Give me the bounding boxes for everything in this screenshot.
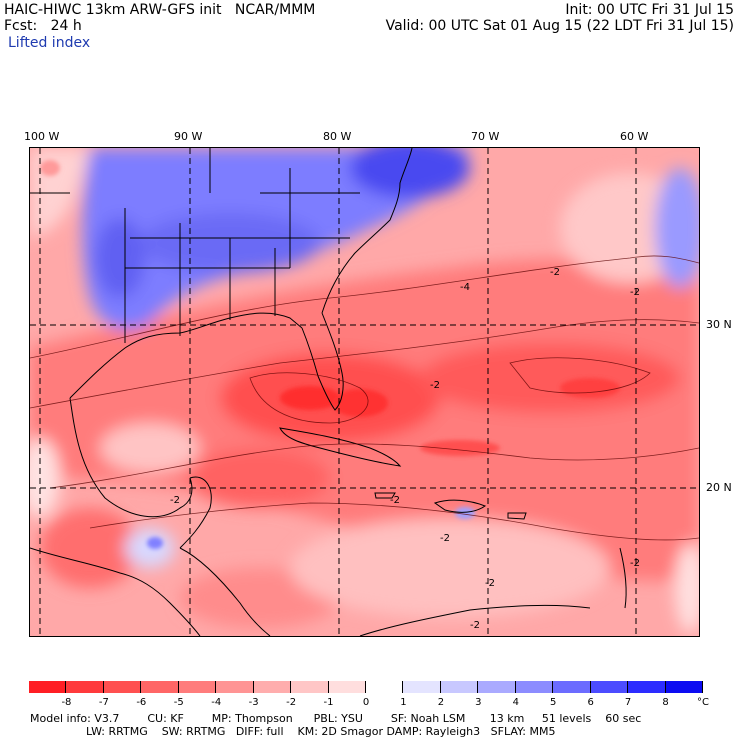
colorbar xyxy=(29,681,703,693)
colorbar-cell xyxy=(103,681,142,693)
forecast-hour: Fcst: 24 h xyxy=(4,18,82,34)
colorbar-tick-label: -7 xyxy=(98,697,109,708)
lon-label-60w: 60 W xyxy=(620,130,649,143)
lat-label-20n: 20 N xyxy=(706,481,732,494)
lat-label-30n: 30 N xyxy=(706,318,732,331)
latlon-grid xyxy=(30,148,699,636)
init-time: Init: 00 UTC Fri 31 Jul 15 xyxy=(565,2,734,18)
contour-label: -2 xyxy=(485,578,495,589)
field-shading xyxy=(30,148,699,633)
colorbar-cell xyxy=(66,681,104,693)
colorbar-tick-label: -2 xyxy=(286,697,297,708)
colorbar-tick-label: -1 xyxy=(323,697,334,708)
colorbar-cell xyxy=(291,681,329,693)
colorbar-unit: °C xyxy=(697,697,709,708)
colorbar-tick-label: 5 xyxy=(550,697,557,708)
contour-label: -2 xyxy=(630,558,640,569)
contour-label: -2 xyxy=(550,267,560,278)
colorbar-tick-label: -8 xyxy=(61,697,72,708)
colorbar-cell xyxy=(141,681,179,693)
model-info-line2: LW: RRTMG SW: RRTMG DIFF: full KM: 2D Sm… xyxy=(30,725,556,738)
colorbar-tick-label: -6 xyxy=(136,697,147,708)
colorbar-cell xyxy=(515,681,554,693)
colorbar-tick-label: 4 xyxy=(512,697,519,708)
lifted-index-map: -2 -2 -2 -2 -2 -2 -2 -4 -2 -2 xyxy=(29,147,700,637)
colorbar-cell xyxy=(590,681,629,693)
coastlines xyxy=(30,148,627,636)
colorbar-tick-label: 1 xyxy=(400,697,407,708)
contour-label: -2 xyxy=(440,533,450,544)
colorbar-tick-label: 0 xyxy=(362,697,370,708)
model-title: HAIC-HIWC 13km ARW-GFS init NCAR/MMM xyxy=(4,2,316,18)
colorbar-tick-label: 8 xyxy=(662,697,669,708)
lon-label-90w: 90 W xyxy=(174,130,203,143)
colorbar-cell xyxy=(440,681,479,693)
colorbar-cell xyxy=(665,681,703,693)
contour-label: -2 xyxy=(390,495,400,506)
colorbar-cell xyxy=(553,681,591,693)
colorbar-cell xyxy=(253,681,292,693)
valid-time: Valid: 00 UTC Sat 01 Aug 15 (22 LDT Fri … xyxy=(385,18,734,34)
colorbar-cell xyxy=(478,681,516,693)
colorbar-tick-label: -5 xyxy=(173,697,184,708)
contour-label: -4 xyxy=(460,282,470,293)
map-canvas: -2 -2 -2 -2 -2 -2 -2 -4 -2 -2 xyxy=(30,148,699,636)
lon-label-80w: 80 W xyxy=(323,130,352,143)
field-name: Lifted index xyxy=(8,35,91,51)
model-info-line1: Model info: V3.7 CU: KF MP: Thompson PBL… xyxy=(30,712,642,725)
colorbar-cell xyxy=(366,681,404,693)
colorbar-tick-label: 2 xyxy=(437,697,445,708)
colorbar-cell xyxy=(29,681,67,693)
colorbar-tick-label: -3 xyxy=(248,697,259,708)
colorbar-tick-label: 6 xyxy=(587,697,594,708)
lon-label-100w: 100 W xyxy=(24,130,60,143)
contour-label: -2 xyxy=(470,620,480,631)
colorbar-cell xyxy=(328,681,366,693)
contour-label: -2 xyxy=(630,287,640,298)
lon-label-70w: 70 W xyxy=(471,130,500,143)
colorbar-tick-label: 7 xyxy=(624,697,632,708)
contour-label-group: -2 -2 -2 -2 -2 -2 -2 -4 -2 -2 xyxy=(170,267,640,631)
contour-label: -2 xyxy=(430,380,440,391)
colorbar-cell xyxy=(216,681,254,693)
colorbar-tick-label: -4 xyxy=(211,697,222,708)
colorbar-cell xyxy=(403,681,441,693)
contour-label: -2 xyxy=(170,495,180,506)
colorbar-tick-label: 3 xyxy=(475,697,482,708)
contour-lines xyxy=(30,255,699,541)
colorbar-cell xyxy=(178,681,217,693)
colorbar-cell xyxy=(628,681,666,693)
